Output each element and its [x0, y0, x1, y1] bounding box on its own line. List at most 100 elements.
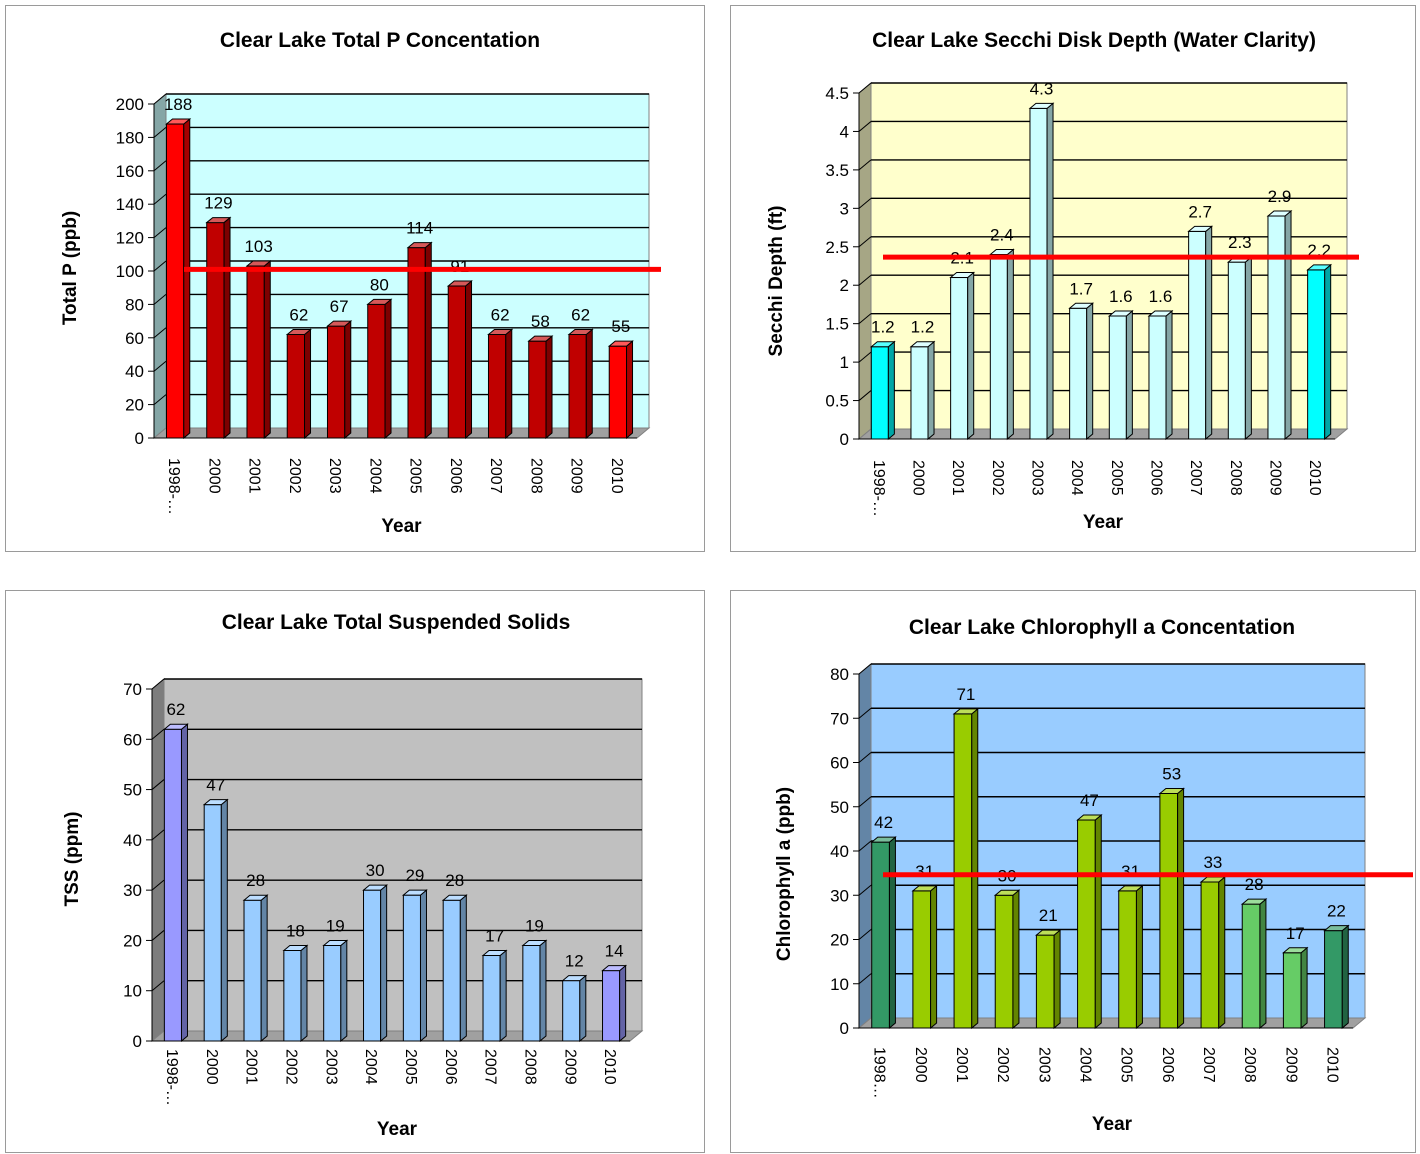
bar: [446, 279, 473, 440]
x-tick-label: 2002: [282, 1049, 299, 1085]
gridline-side: [858, 884, 872, 896]
gridline-side: [858, 351, 872, 363]
bar: [322, 939, 349, 1043]
bar: [1266, 209, 1293, 441]
data-label: 1.2: [911, 318, 935, 337]
bar-front: [871, 841, 890, 1029]
bar-side: [585, 328, 593, 440]
bar-front: [528, 340, 547, 439]
bar-front: [1108, 315, 1127, 440]
x-tick-label: 2006: [447, 458, 464, 494]
bar-top: [362, 884, 389, 891]
y-tick-label: 0: [840, 1019, 849, 1038]
bar-front: [243, 899, 262, 1042]
bar: [993, 889, 1021, 1030]
bar-side: [888, 836, 896, 1030]
y-tick-label: 40: [830, 842, 849, 861]
data-label: 14: [605, 942, 624, 961]
data-label: 47: [1080, 791, 1099, 810]
x-tick-label: 2009: [561, 1049, 578, 1085]
x-axis-title: Year: [1092, 1114, 1133, 1135]
bar-front: [870, 346, 889, 440]
y-tick-label: 20: [830, 931, 849, 950]
x-tick-label: 2010: [1306, 460, 1323, 496]
x-tick-label: 2000: [203, 1049, 220, 1085]
bar-top: [521, 939, 548, 946]
data-label: 129: [204, 194, 232, 213]
bar-front: [1077, 819, 1096, 1029]
bar-top: [1306, 264, 1333, 271]
chart-chlorophyll: Clear Lake Chlorophyll a Concentation 0 10…: [774, 616, 1413, 1135]
gridline-side: [153, 394, 167, 405]
gridline-side: [153, 327, 167, 339]
bar-top: [561, 975, 588, 982]
bar: [952, 707, 980, 1030]
bar-side: [304, 328, 312, 440]
bar-top: [949, 272, 976, 279]
data-label: 71: [956, 685, 975, 704]
chart-panel-secchi: Clear Lake Secchi Disk Depth (Water Clar…: [730, 5, 1416, 552]
bar: [162, 723, 189, 1043]
y-tick-label: 70: [830, 709, 849, 728]
y-tick-label: 80: [125, 295, 144, 314]
bar-front: [442, 899, 461, 1042]
bar-top: [601, 965, 628, 972]
bar-top: [1323, 925, 1350, 932]
bar-top: [326, 320, 353, 327]
bar: [607, 340, 634, 440]
bar-side: [380, 884, 388, 1043]
bar: [441, 894, 468, 1043]
data-label: 22: [1327, 902, 1346, 921]
bar-front: [608, 345, 628, 439]
data-label: 29: [405, 866, 424, 885]
gridline-side: [153, 127, 167, 138]
bar-front: [1159, 792, 1179, 1029]
bar-top: [285, 328, 312, 335]
chart-total-p: Clear Lake Total P Concentation 0 20 40 60 80…: [60, 29, 661, 537]
bar-front: [953, 713, 973, 1029]
bar-side: [626, 340, 634, 440]
x-axis-title: Year: [381, 516, 422, 537]
bar-side: [1125, 309, 1133, 441]
bar-front: [994, 894, 1014, 1029]
x-tick-label: 2003: [1035, 1047, 1052, 1083]
y-tick-label: 1: [840, 353, 849, 372]
bar-side: [1300, 946, 1308, 1030]
bar-side: [384, 298, 392, 440]
bar: [481, 949, 508, 1043]
y-tick-label: 70: [123, 680, 142, 699]
bar-top: [1076, 814, 1103, 821]
bar-top: [567, 328, 594, 335]
bar-side: [1218, 875, 1226, 1030]
data-label: 62: [571, 305, 590, 324]
data-label: 103: [244, 237, 272, 256]
x-tick-label: 2009: [568, 458, 585, 494]
bar-top: [870, 836, 897, 843]
data-label: 33: [1203, 853, 1222, 872]
data-label: 1.7: [1069, 279, 1093, 298]
side-wall: [858, 81, 872, 441]
x-tick-label: 2005: [1118, 1047, 1135, 1083]
bar-front: [283, 949, 302, 1042]
bar: [245, 259, 272, 440]
data-label: 17: [1286, 924, 1305, 943]
gridline-side: [858, 159, 872, 171]
bar-top: [481, 950, 508, 957]
data-label: 21: [1039, 906, 1058, 925]
bar-side: [1012, 889, 1020, 1030]
bar: [1240, 898, 1268, 1030]
bar: [1076, 813, 1103, 1030]
bar-front: [246, 265, 265, 439]
bar-top: [366, 298, 393, 305]
bar-top: [1240, 898, 1268, 905]
bar: [285, 328, 312, 440]
bar-side: [424, 241, 432, 440]
y-tick-label: 4.5: [825, 84, 849, 103]
data-label: 4.3: [1030, 79, 1054, 98]
bar-top: [993, 889, 1021, 896]
bar: [1199, 875, 1227, 1030]
gridline-side: [153, 193, 167, 205]
x-tick-label: 2009: [1267, 460, 1284, 496]
bar-side: [344, 320, 352, 440]
x-tick-label: 2004: [1076, 1047, 1093, 1083]
